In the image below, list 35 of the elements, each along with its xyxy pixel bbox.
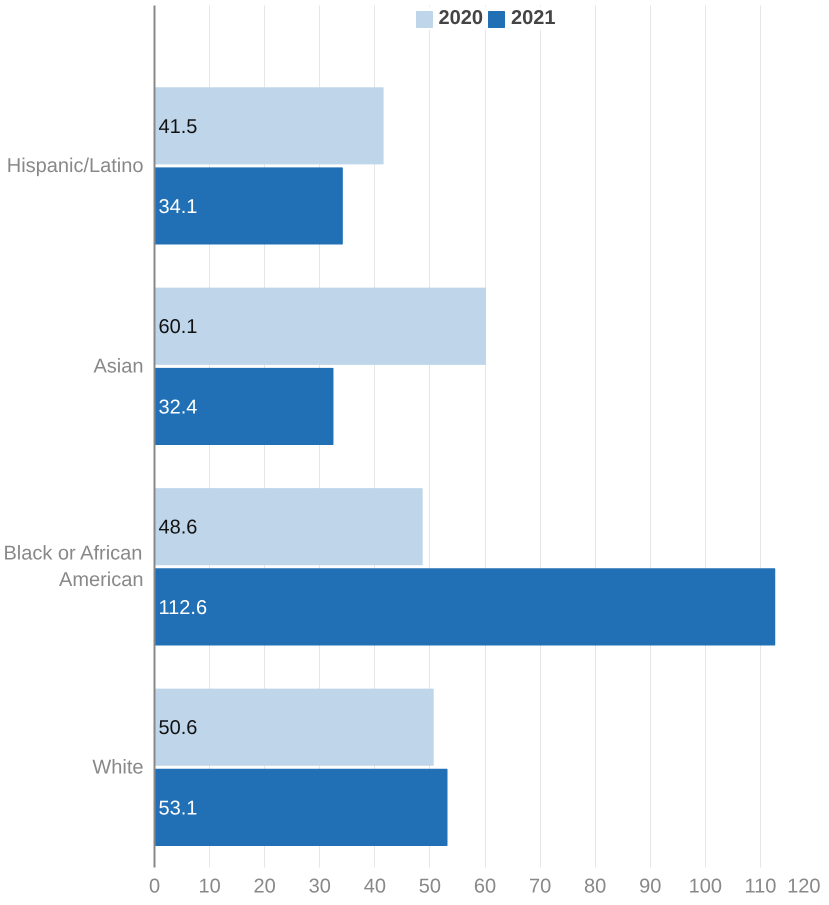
x-tick-label: 110 (744, 876, 776, 898)
data-label: 112.6 (158, 596, 208, 619)
x-tick-label: 40 (364, 876, 386, 898)
x-tick-label: 80 (584, 876, 606, 898)
data-label: 53.1 (158, 797, 198, 820)
x-tick-label: 0 (148, 876, 160, 898)
bar (154, 568, 776, 646)
data-label: 48.6 (158, 516, 198, 539)
bar (154, 288, 486, 365)
data-label: 34.1 (158, 196, 198, 218)
data-label: 41.5 (158, 116, 198, 138)
legend-label: 2021 (511, 7, 556, 30)
x-tick-label: 10 (198, 876, 221, 898)
bar (154, 488, 423, 566)
x-tick-label: 50 (418, 876, 442, 898)
bar (154, 87, 384, 164)
bar (154, 368, 334, 446)
bar (154, 768, 448, 846)
bar (154, 167, 343, 245)
data-label: 50.6 (158, 717, 198, 740)
x-tick-label: 30 (308, 876, 331, 898)
y-tick-label: Hispanic/Latino (6, 154, 144, 177)
bar (154, 688, 434, 766)
x-tick-label: 120 (787, 876, 821, 898)
x-tick-label: 60 (474, 876, 496, 898)
y-tick-label: Asian (93, 355, 144, 378)
y-tick-label: Black or African American (3, 542, 144, 591)
data-label: 32.4 (158, 396, 198, 418)
y-tick-label: White (92, 756, 144, 778)
data-label: 60.1 (158, 316, 198, 338)
x-tick-label: 20 (254, 876, 276, 898)
x-tick-label: 90 (639, 876, 662, 898)
legend-label: 2020 (438, 7, 483, 30)
x-tick-label: 100 (688, 876, 722, 898)
x-tick-label: 70 (528, 876, 552, 898)
